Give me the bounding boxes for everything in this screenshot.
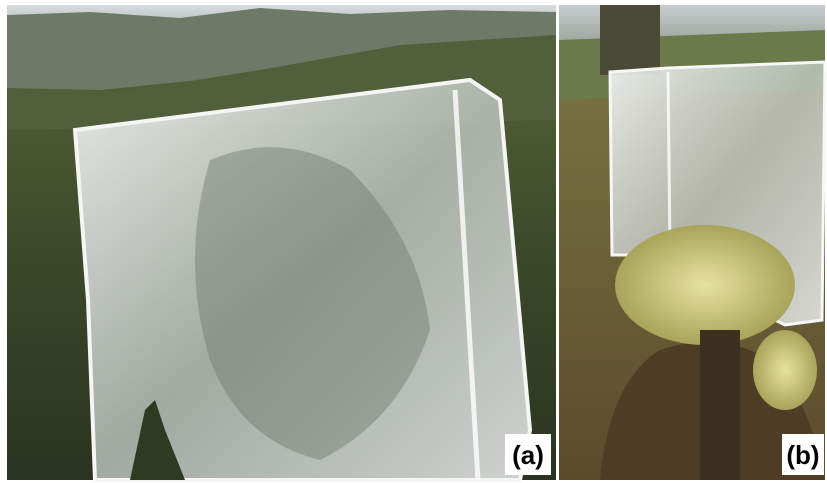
background-plant [600, 5, 660, 75]
frailejon-stem [700, 330, 740, 480]
frame-pole [668, 72, 670, 252]
panel-b: (b) [559, 5, 825, 480]
frailejon-rosette [753, 330, 817, 410]
panel-label: (a) [512, 440, 544, 470]
frailejon-rosette [615, 225, 795, 345]
figure: (a) (b) [0, 0, 827, 483]
panel-a: (a) [7, 5, 556, 480]
panel-label: (b) [786, 440, 819, 470]
